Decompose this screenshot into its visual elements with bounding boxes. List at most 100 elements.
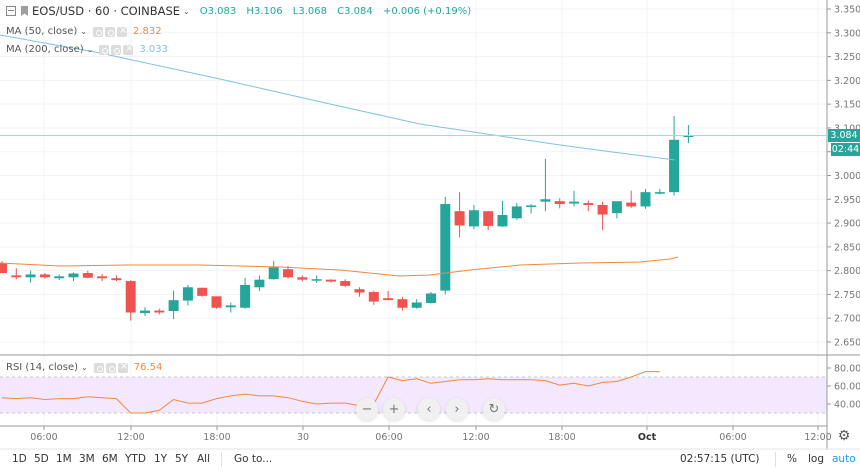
zoom-out-button[interactable]: − — [356, 398, 378, 420]
candle-down — [397, 299, 408, 308]
candle-up — [669, 139, 680, 193]
candle-up — [497, 214, 508, 227]
utc-clock[interactable]: 02:57:15 (UTC) — [680, 453, 760, 465]
candle-down — [368, 292, 379, 302]
collapse-icon[interactable] — [6, 6, 16, 16]
chevron-down-icon[interactable]: ⌄ — [86, 45, 94, 54]
candle-up — [540, 199, 551, 202]
last-price-badge: 3.084 — [828, 129, 860, 142]
price-tick-label: 2.700 — [834, 314, 860, 325]
candle-up — [168, 300, 179, 312]
candle-up — [468, 210, 479, 227]
time-tick-label: 06:00 — [375, 432, 402, 443]
range-3m-button[interactable]: 3M — [79, 453, 95, 465]
price-tick-label: 2.850 — [834, 242, 860, 253]
candle-down — [626, 202, 637, 207]
candle-down — [11, 275, 22, 278]
time-tick-label: 12:00 — [804, 432, 831, 443]
ma200-label[interactable]: MA (200, close) — [6, 44, 84, 55]
rsi-label[interactable]: RSI (14, close) — [6, 362, 79, 373]
close-icon[interactable] — [123, 43, 134, 55]
candle-down — [283, 269, 293, 278]
divider — [221, 452, 222, 467]
ma200-legend: MA (200, close) ⌄ 3.033 — [6, 43, 168, 56]
gridlines — [0, 0, 827, 425]
candle-down — [97, 276, 108, 279]
visibility-icon[interactable] — [99, 44, 110, 55]
rsi-tick-label: 60.00 — [834, 382, 860, 393]
range-1m-button[interactable]: 1M — [56, 453, 72, 465]
candle-up — [311, 279, 322, 281]
candle-up — [411, 302, 422, 308]
range-6m-button[interactable]: 6M — [102, 453, 118, 465]
scroll-left-button[interactable]: ‹ — [418, 398, 440, 420]
close-value: C3.084 — [337, 5, 373, 17]
low-value: L3.068 — [292, 5, 327, 17]
time-tick-label: Oct — [638, 432, 657, 443]
percent-toggle[interactable]: % — [787, 453, 797, 465]
candle-up — [526, 205, 537, 207]
auto-scale-toggle[interactable]: auto — [832, 453, 856, 465]
chevron-down-icon[interactable]: ⌄ — [183, 6, 190, 16]
log-toggle[interactable]: log — [808, 453, 825, 465]
range-1y-button[interactable]: 1Y — [154, 453, 168, 465]
candle-up — [654, 192, 665, 194]
flag-icon[interactable] — [21, 6, 28, 16]
visibility-icon[interactable] — [93, 362, 104, 373]
candle-down — [483, 211, 494, 226]
candle-up — [140, 310, 150, 313]
candle-up — [569, 201, 579, 204]
close-icon[interactable] — [117, 25, 127, 37]
gear-icon[interactable]: ⚙ — [837, 428, 851, 444]
candle-up — [182, 287, 193, 301]
candle-down — [325, 279, 336, 282]
candle-down — [0, 263, 7, 274]
settings-icon[interactable] — [105, 362, 116, 373]
symbol-title[interactable]: EOS/USD · 60 · COINBASE — [32, 4, 181, 18]
close-icon[interactable] — [117, 361, 128, 373]
settings-icon[interactable] — [111, 44, 122, 55]
price-tick-label: 3.000 — [834, 171, 860, 182]
price-tick-label: 2.800 — [834, 266, 860, 277]
candle-up — [240, 284, 251, 308]
range-5y-button[interactable]: 5Y — [175, 453, 189, 465]
candle-up — [426, 293, 436, 303]
candle-down — [454, 211, 465, 226]
ma50-label[interactable]: MA (50, close) — [6, 26, 78, 37]
chevron-down-icon[interactable]: ⌄ — [81, 363, 88, 372]
open-value: O3.083 — [199, 5, 237, 17]
price-tick-label: 3.350 — [834, 5, 860, 16]
candle-down — [39, 274, 50, 278]
candle-down — [211, 296, 222, 308]
candle-down — [197, 287, 208, 296]
ma200-line — [0, 34, 676, 161]
price-tick-label: 3.100 — [834, 123, 860, 134]
price-tick-label: 2.900 — [834, 219, 860, 230]
visibility-icon[interactable] — [93, 26, 103, 37]
range-ytd-button[interactable]: YTD — [125, 453, 146, 465]
zoom-in-button[interactable]: + — [383, 398, 405, 420]
range-all-button[interactable]: All — [197, 453, 211, 465]
candle-up — [68, 273, 79, 278]
scroll-right-button[interactable]: › — [446, 398, 468, 420]
ma50-legend: MA (50, close) ⌄ 2.832 — [6, 25, 162, 38]
time-axis: 06:00 12:00 18:00 30 06:00 12:00 18:00 Oct 06:00… — [30, 426, 832, 443]
rsi-tick-label: 80.00 — [834, 364, 860, 375]
rsi-band — [0, 377, 827, 413]
candle-down — [597, 204, 608, 215]
change-value: +0.006 (+0.19%) — [382, 5, 472, 17]
candle-down — [82, 273, 93, 278]
range-5d-button[interactable]: 5D — [34, 453, 49, 465]
rsi-tick-label: 40.00 — [834, 400, 860, 411]
range-1d-button[interactable]: 1D — [12, 453, 27, 465]
chevron-down-icon[interactable]: ⌄ — [80, 27, 87, 36]
candle-up — [611, 201, 622, 214]
settings-icon[interactable] — [105, 26, 115, 37]
countdown-badge: 02:44 — [831, 143, 860, 156]
reset-chart-button[interactable]: ↻ — [483, 398, 505, 420]
candles — [0, 116, 694, 321]
goto-button[interactable]: Go to... — [234, 453, 273, 465]
bottom-toolbar: 1D 5D 1M 3M 6M YTD 1Y 5Y All Go to... 02… — [0, 450, 860, 471]
